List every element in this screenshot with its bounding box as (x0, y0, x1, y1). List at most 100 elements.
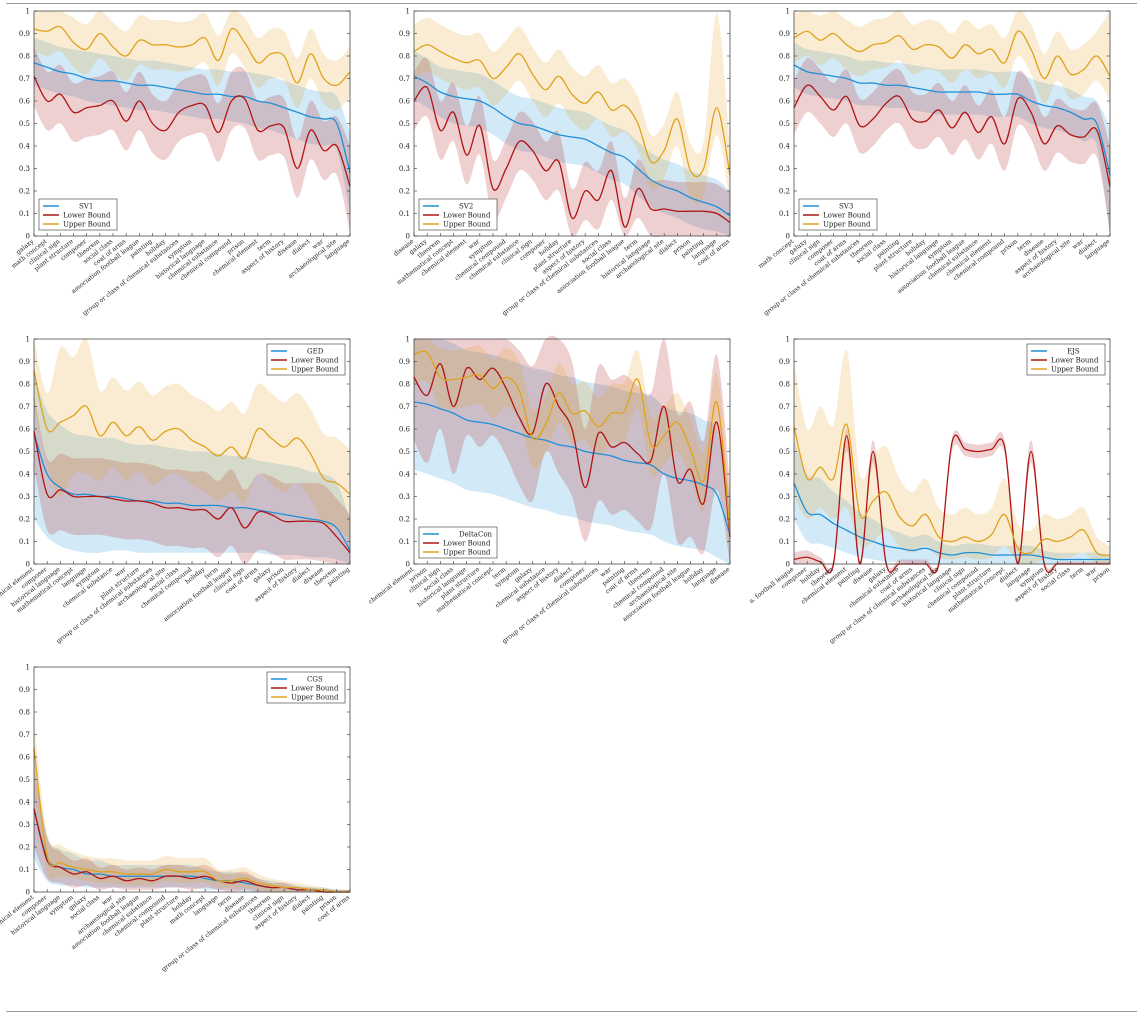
series-line-lower-bound (33, 75, 351, 187)
y-tick-label: 1 (786, 8, 790, 16)
confidence-band-lower-bound (34, 395, 350, 565)
y-tick-label: 0.4 (19, 799, 31, 807)
y-tick-label: 0.4 (779, 143, 791, 151)
chart-panel-ejs: 0 0.1 0.2 0.3 0.4 0.5 0.6 0.7 0.8 0.9 1 a. football… (748, 334, 1134, 659)
confidence-band-lower-bound (34, 47, 350, 232)
y-tick-label: 0.9 (19, 30, 30, 38)
y-tick-label: 0.1 (19, 210, 30, 218)
y-tick-label: 0.1 (19, 538, 30, 546)
confidence-band-upper-bound (34, 10, 350, 111)
y-tick-label: 0.9 (779, 30, 790, 38)
legend-label: Upper Bound (291, 366, 339, 374)
y-tick-label: 0.4 (399, 143, 411, 151)
series-line-upper-bound (33, 25, 351, 87)
y-tick-label: 0.7 (779, 75, 790, 83)
confidence-band-sv3 (794, 42, 1110, 236)
y-tick-label: 0.5 (779, 448, 790, 456)
confidence-band-lower-bound (414, 57, 730, 238)
y-tick-label: 0.3 (19, 165, 30, 173)
y-tick-label: 0.8 (779, 53, 790, 61)
legend-label: Lower Bound (443, 212, 491, 220)
series-line-upper-bound (33, 370, 351, 495)
legend-label: Lower Bound (1051, 357, 1099, 365)
y-tick-label: 0.7 (19, 403, 30, 411)
bottom-divider (6, 1011, 1137, 1012)
y-tick-label: 1 (26, 8, 30, 16)
confidence-band-ged (34, 375, 350, 564)
top-divider (6, 3, 1137, 4)
y-tick-label: 0.9 (399, 358, 410, 366)
y-tick-label: 0.9 (19, 358, 30, 366)
y-tick-label: 1 (26, 664, 30, 672)
chart-svg: 00.10.20.30.40.50.60.70.80.91a. football… (748, 336, 1111, 646)
legend-label: Lower Bound (443, 540, 491, 548)
y-tick-label: 0.8 (19, 53, 30, 61)
legend-label: SV1 (79, 203, 93, 211)
y-tick-label: 0.2 (399, 516, 410, 524)
legend-label: Lower Bound (63, 212, 111, 220)
y-tick-label: 0.1 (399, 538, 410, 546)
y-tick-label: 0.8 (19, 381, 30, 389)
y-tick-label: 0 (786, 561, 790, 569)
chart-panel-sv3: 0 0.1 0.2 0.3 0.4 0.5 0.6 0.7 0.8 0.9 1 math concep… (757, 6, 1134, 331)
chart-panel-cgs: 0 0.1 0.2 0.3 0.4 0.5 0.6 0.7 0.8 0.9 1 chemical el… (0, 662, 374, 987)
y-tick-label: 1 (406, 8, 410, 16)
confidence-band-upper-bound (794, 10, 1110, 104)
legend-label: Upper Bound (443, 549, 491, 557)
y-tick-label: 1 (26, 336, 30, 344)
series-line-upper-bound (793, 30, 1111, 80)
chart-panel-ged: 0 0.1 0.2 0.3 0.4 0.5 0.6 0.7 0.8 0.9 1 chemical el… (0, 334, 374, 659)
y-tick-label: 0.3 (779, 493, 790, 501)
y-tick-label: 0 (406, 233, 410, 241)
legend-label: SV2 (459, 203, 473, 211)
y-tick-label: 0 (26, 561, 30, 569)
y-tick-label: 0.4 (19, 471, 31, 479)
series-line-lower-bound (793, 434, 1110, 574)
y-tick-label: 0.1 (779, 210, 790, 218)
y-tick-label: 0.1 (19, 866, 30, 874)
y-tick-label: 0.3 (399, 165, 410, 173)
legend-label: Upper Bound (823, 221, 871, 229)
y-tick-label: 0.8 (399, 53, 410, 61)
confidence-band-upper-bound (414, 13, 730, 204)
confidence-band-sv2 (414, 51, 730, 236)
legend-label: Lower Bound (823, 212, 871, 220)
y-tick-label: 0.2 (19, 188, 30, 196)
y-tick-label: 0.6 (779, 98, 791, 106)
y-tick-label: 0.4 (779, 471, 791, 479)
y-tick-label: 0.2 (19, 844, 30, 852)
y-tick-label: 0.7 (19, 75, 30, 83)
series-line-lower-bound (413, 85, 731, 228)
legend-label: EJS (1067, 348, 1080, 356)
y-tick-label: 0.2 (779, 516, 790, 524)
chart-svg: 0 0.1 0.2 0.3 0.4 0.5 0.6 0.7 0.8 0.9 1 chemical el… (367, 336, 731, 646)
confidence-band-upper-bound (414, 338, 730, 562)
y-tick-label: 0.8 (19, 709, 30, 717)
series-line-upper-bound (793, 423, 1111, 556)
series-line-lower-bound (33, 431, 351, 554)
series-line-upper-bound (413, 44, 731, 178)
series-line-lower-bound (413, 363, 731, 538)
y-tick-label: 0.5 (19, 776, 30, 784)
y-tick-label: 1 (406, 336, 410, 344)
series-line-ejs (793, 482, 1110, 561)
y-tick-label: 0.5 (399, 448, 410, 456)
y-tick-label: 0.5 (779, 120, 790, 128)
y-tick-label: 0.6 (19, 98, 31, 106)
y-tick-label: 0 (26, 233, 30, 241)
series-line-upper-bound (413, 350, 731, 533)
confidence-band-lower-bound (34, 768, 350, 893)
y-tick-label: 0.2 (19, 516, 30, 524)
chart-panel-sv2: 0 0.1 0.2 0.3 0.4 0.5 0.6 0.7 0.8 0.9 1 disease gala… (384, 6, 754, 331)
y-tick-label: 0 (406, 561, 410, 569)
confidence-band-ejs (794, 440, 1110, 565)
y-tick-label: 0.9 (399, 30, 410, 38)
y-tick-label: 0.3 (19, 821, 30, 829)
y-tick-label: 0.5 (399, 120, 410, 128)
y-tick-label: 0.2 (399, 188, 410, 196)
confidence-band-upper-bound (794, 349, 1110, 565)
